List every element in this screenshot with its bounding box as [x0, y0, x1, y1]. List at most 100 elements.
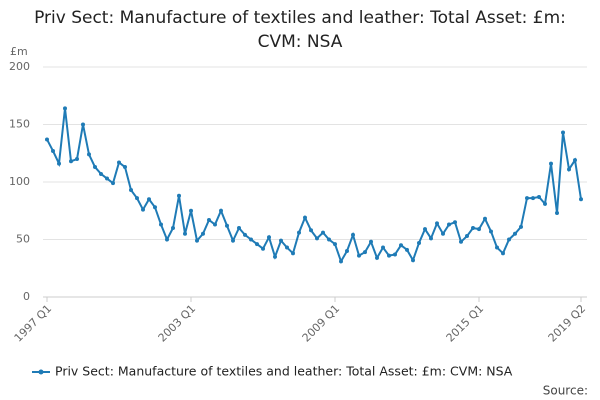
point — [351, 232, 355, 237]
point — [129, 188, 133, 193]
point — [225, 223, 229, 228]
point — [555, 211, 559, 216]
point — [123, 165, 127, 170]
point — [135, 196, 139, 201]
point — [369, 239, 373, 244]
point — [513, 231, 517, 236]
point — [561, 130, 565, 135]
point — [483, 216, 487, 221]
point — [435, 221, 439, 226]
legend-marker — [38, 369, 44, 375]
point — [519, 224, 523, 229]
x-tick-label: 1997 Q1 — [12, 302, 55, 345]
point — [579, 197, 583, 202]
point — [567, 167, 571, 172]
point — [429, 236, 433, 241]
point — [453, 220, 457, 225]
point — [345, 249, 349, 253]
point — [165, 237, 169, 242]
point — [57, 161, 61, 166]
point — [495, 245, 499, 250]
chart-title: Priv Sect: Manufacture of textiles and l… — [34, 8, 566, 52]
point — [423, 227, 427, 232]
point — [375, 255, 379, 260]
point — [45, 137, 49, 142]
point — [63, 106, 67, 111]
y-tick-label: 150 — [9, 118, 30, 131]
point — [237, 226, 241, 230]
point — [285, 245, 289, 250]
point — [549, 161, 553, 166]
point — [417, 240, 421, 245]
point — [195, 238, 199, 243]
point — [501, 251, 505, 256]
point — [531, 196, 535, 201]
point — [303, 215, 307, 220]
y-tick-label: 50 — [16, 233, 30, 246]
point — [117, 160, 121, 165]
point — [111, 181, 115, 186]
point — [273, 254, 277, 259]
point — [387, 253, 391, 258]
point — [393, 252, 397, 257]
point — [459, 239, 463, 244]
point — [543, 201, 547, 206]
point — [201, 231, 205, 236]
series-line — [46, 108, 582, 264]
point — [291, 251, 295, 256]
point — [51, 148, 55, 153]
point — [87, 152, 91, 157]
point — [105, 176, 109, 181]
point — [537, 194, 541, 199]
point — [243, 232, 247, 237]
point — [267, 235, 271, 240]
point — [477, 227, 481, 232]
point — [249, 237, 253, 242]
point — [147, 197, 151, 202]
x-tick-label: 2003 Q1 — [156, 302, 199, 345]
point — [363, 250, 367, 255]
point — [93, 165, 97, 170]
y-tick-label: 0 — [23, 290, 30, 303]
point — [357, 253, 361, 258]
point — [315, 236, 319, 241]
point — [573, 158, 577, 163]
point — [399, 243, 403, 248]
point — [381, 245, 385, 250]
point — [447, 222, 451, 227]
point — [177, 193, 181, 198]
point — [525, 196, 529, 201]
point — [81, 122, 85, 127]
point — [75, 157, 79, 161]
point — [339, 259, 343, 264]
point — [141, 207, 145, 212]
x-tick-label: 2019 Q2 — [546, 302, 589, 345]
point — [405, 247, 409, 252]
y-tick-label: 200 — [9, 60, 30, 73]
point — [321, 230, 325, 235]
point — [69, 159, 73, 164]
source: Source: — [543, 384, 588, 398]
point — [411, 258, 415, 263]
point — [153, 205, 157, 210]
point — [471, 226, 475, 230]
point — [159, 222, 163, 227]
point — [489, 229, 493, 234]
point — [327, 237, 331, 242]
y-unit: £m — [10, 45, 28, 58]
point — [189, 208, 193, 213]
point — [207, 217, 211, 222]
point — [507, 237, 511, 242]
x-tick-label: 2015 Q1 — [444, 302, 487, 345]
point — [171, 226, 175, 230]
point — [99, 171, 103, 176]
point — [261, 246, 265, 251]
point — [213, 222, 217, 227]
point — [297, 230, 301, 235]
point — [441, 231, 445, 236]
point — [231, 238, 235, 243]
point — [333, 242, 337, 247]
point — [183, 231, 187, 236]
